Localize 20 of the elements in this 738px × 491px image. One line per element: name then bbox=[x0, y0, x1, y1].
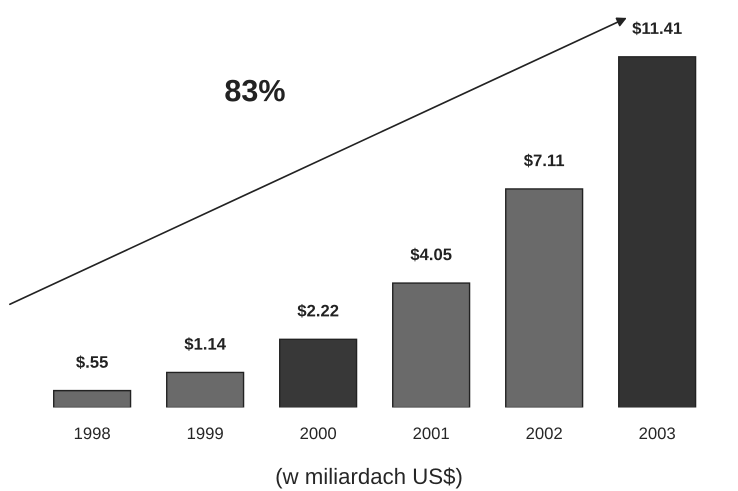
x-axis-title: (w miliardach US$) bbox=[276, 468, 462, 489]
x-tick-label: 2003 bbox=[639, 427, 675, 440]
bar bbox=[618, 56, 696, 408]
data-label: $2.22 bbox=[298, 304, 338, 318]
bar bbox=[279, 338, 358, 408]
data-label: $11.41 bbox=[632, 22, 682, 36]
bar bbox=[166, 372, 244, 408]
bar bbox=[505, 188, 584, 408]
bar bbox=[392, 282, 470, 408]
data-label: $4.05 bbox=[410, 248, 452, 262]
x-tick-label: 2002 bbox=[526, 427, 562, 440]
x-tick-label: 2000 bbox=[300, 427, 336, 440]
data-label: $.55 bbox=[76, 355, 108, 369]
x-tick-label: 1999 bbox=[188, 427, 223, 440]
bar bbox=[53, 390, 132, 408]
data-label: $1.14 bbox=[184, 337, 226, 351]
data-label: $7.11 bbox=[524, 154, 564, 168]
x-tick-label: 1998 bbox=[74, 427, 110, 440]
x-tick-label: 2001 bbox=[413, 427, 449, 440]
annotation: 83% bbox=[225, 80, 285, 102]
